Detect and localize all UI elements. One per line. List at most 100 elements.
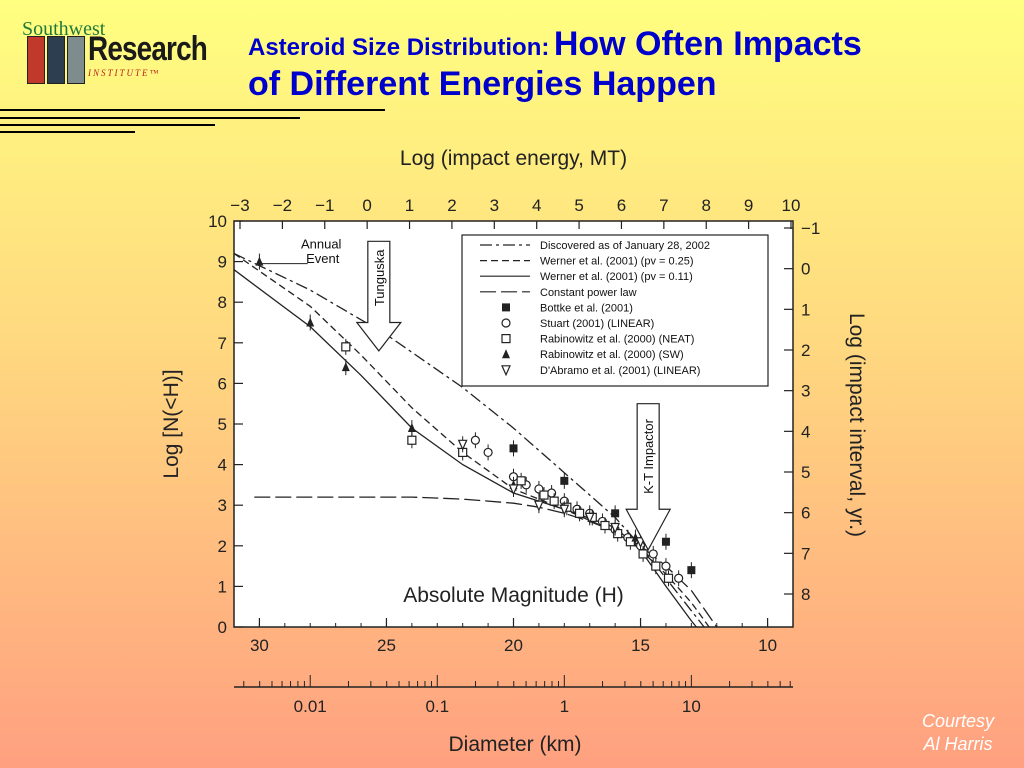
x-top-tick-label: 0 [362, 196, 371, 215]
x-top-tick-label: 9 [744, 196, 753, 215]
y-left-tick-label: 10 [208, 212, 227, 231]
legend-entry: Stuart (2001) (LINEAR) [540, 318, 654, 330]
data-point-filled-square [509, 444, 518, 453]
annotation-tunguska: Tunguska [372, 249, 387, 306]
data-point-circle [470, 435, 480, 445]
x-top-tick-label: 7 [659, 196, 668, 215]
data-point-circle [674, 573, 684, 583]
y-right-axis-label: Log (impact interval, yr.) [845, 313, 868, 537]
x-bottom-tick-label: 10 [758, 636, 777, 655]
legend-entry: Werner et al. (2001) (pv = 0.11) [540, 271, 693, 283]
data-point-circle [648, 549, 658, 559]
data-point-triangle-down [508, 484, 519, 496]
y-left-tick-label: 2 [218, 537, 227, 556]
title-prefix: Asteroid Size Distribution: [248, 34, 550, 61]
data-point-triangle-up [341, 362, 350, 372]
slide-title: Asteroid Size Distribution: How Often Im… [248, 24, 1008, 104]
data-point-triangle-down [559, 504, 570, 516]
y-right-tick-label: 8 [801, 585, 810, 604]
x-top-tick-label: 8 [701, 196, 710, 215]
diameter-tick-label: 1 [560, 697, 569, 716]
y-right-tick-label: 7 [801, 544, 810, 563]
x-top-tick-label: −3 [230, 196, 249, 215]
data-point-triangle-up [306, 317, 315, 327]
tunguska-arrow-icon [355, 240, 403, 352]
kt-impactor-arrow-icon [625, 403, 672, 552]
courtesy-label: Courtesy [921, 711, 994, 731]
legend-swatch-triangle-down [501, 365, 511, 377]
header-rule-2 [0, 117, 300, 119]
data-point-circle [661, 561, 671, 571]
data-point-filled-square [560, 476, 569, 485]
diameter-tick-label: 0.1 [425, 697, 449, 716]
data-point-triangle-down [533, 500, 544, 512]
series-line [233, 252, 705, 628]
legend-entry: Rabinowitz et al. (2000) (NEAT) [540, 334, 694, 346]
x-top-tick-label: 4 [532, 196, 541, 215]
legend-swatch-triangle-up [502, 349, 510, 359]
x-top-tick-label: 5 [574, 196, 583, 215]
data-point-square [651, 561, 661, 571]
data-point-square [625, 537, 635, 547]
y-left-tick-label: 0 [218, 618, 227, 637]
y-left-axis-label: Log [N(<H)] [160, 369, 183, 478]
data-point-triangle-down [610, 522, 621, 535]
data-point-square [549, 496, 559, 506]
diameter-tick-label: 0.01 [294, 697, 327, 716]
y-left-tick-label: 8 [218, 293, 227, 312]
data-point-filled-square [687, 566, 696, 575]
y-right-tick-label: 1 [801, 300, 810, 319]
diameter-axis-label: Diameter (km) [448, 733, 581, 756]
annotation-event: Event [306, 251, 340, 266]
x-top-tick-label: 1 [405, 196, 414, 215]
data-point-circle [483, 447, 493, 458]
legend-swatch-square [501, 334, 511, 344]
y-right-tick-label: 4 [801, 422, 810, 441]
data-point-square [663, 573, 674, 583]
y-left-tick-label: 3 [218, 496, 227, 515]
legend-swatch-circle [501, 318, 511, 328]
data-point-triangle-up [407, 423, 416, 433]
legend-entry: D'Abramo et al. (2001) (LINEAR) [540, 365, 700, 377]
data-point-square [574, 508, 585, 518]
y-right-tick-label: 3 [801, 382, 810, 401]
annotation-kt-impactor: K-T Impactor [641, 418, 656, 494]
data-point-triangle-down [457, 439, 468, 451]
legend-box [461, 234, 769, 387]
title-main-line2: of Different Energies Happen [248, 65, 717, 104]
y-left-tick-label: 9 [218, 253, 227, 272]
logo-emblem-icon [27, 36, 85, 84]
legend-entry: Discovered as of January 28, 2002 [540, 240, 710, 252]
data-point-square [516, 476, 526, 486]
header-rule-3 [0, 124, 215, 126]
y-right-tick-label: −1 [801, 219, 820, 238]
title-main: How Often Impacts [553, 25, 862, 63]
legend-swatch-filled-square [502, 303, 510, 312]
y-right-tick-label: 2 [801, 341, 810, 360]
legend-entry: Rabinowitz et al. (2000) (SW) [540, 349, 684, 361]
data-point-square [638, 549, 648, 559]
data-point-square [613, 529, 623, 539]
x-bottom-tick-label: 25 [377, 636, 396, 655]
y-right-tick-label: 5 [801, 463, 810, 482]
x-top-tick-label: −1 [315, 196, 334, 215]
x-bottom-tick-label: 30 [250, 636, 269, 655]
y-left-tick-label: 7 [218, 334, 227, 353]
y-left-tick-label: 6 [218, 374, 227, 393]
data-point-triangle-down [584, 512, 595, 524]
data-point-square [539, 490, 549, 500]
header-rule-4 [0, 131, 135, 133]
x-bottom-tick-label: 20 [504, 636, 523, 655]
data-point-filled-square [611, 509, 620, 518]
x-top-tick-label: 6 [617, 196, 626, 215]
x-top-tick-label: 10 [782, 196, 801, 215]
y-left-tick-label: 1 [218, 577, 227, 596]
swri-logo: Southwest Research INSTITUTE™ [22, 18, 232, 88]
x-top-axis-label: Log (impact energy, MT) [400, 147, 627, 170]
data-point-square [341, 342, 351, 352]
legend-entry: Werner et al. (2001) (pv = 0.25) [540, 256, 694, 268]
courtesy-author: Al Harris [923, 734, 993, 755]
annotation-annual: Annual [301, 237, 342, 252]
x-top-tick-label: 3 [490, 196, 499, 215]
